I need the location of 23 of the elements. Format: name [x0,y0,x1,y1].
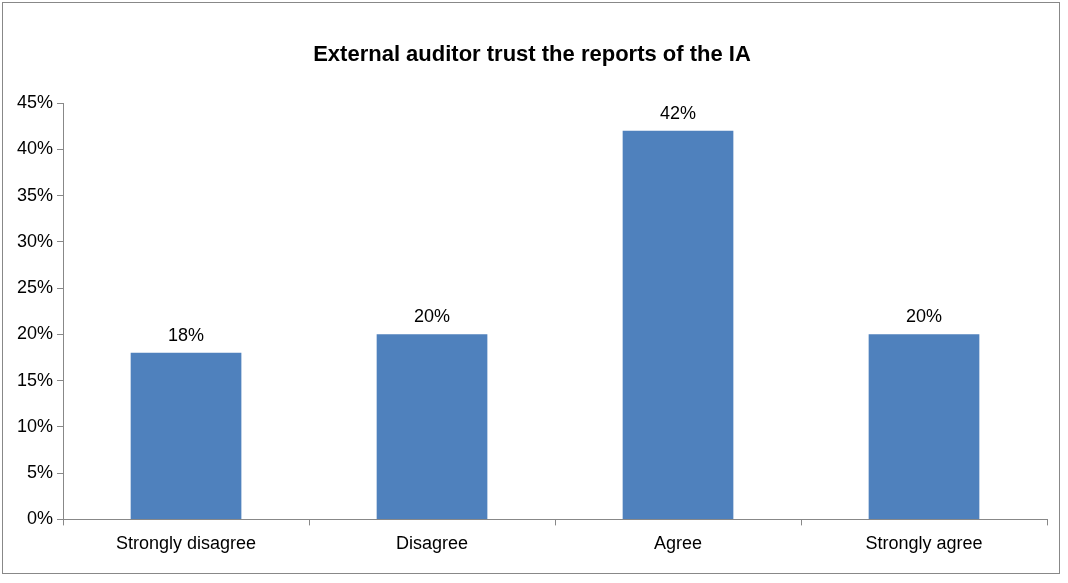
y-tick-label: 35% [17,184,54,205]
y-tick-label: 25% [17,277,54,298]
data-label: 18% [168,324,205,345]
y-tick-label: 30% [17,230,54,251]
x-tick-label: Strongly agree [865,533,983,554]
data-label: 20% [414,306,451,327]
x-tick-label: Disagree [395,533,469,554]
y-tick-label: 10% [17,415,54,436]
bar [130,352,242,519]
y-tick-label: 15% [17,369,54,390]
y-tick-label: 40% [17,138,54,159]
chart-title: External auditor trust the reports of the IA [312,41,752,67]
bar [868,334,980,519]
y-tick-label: 0% [27,508,54,529]
data-label: 42% [659,102,697,123]
bar [622,130,734,519]
x-tick-label: Agree [653,533,703,554]
y-tick-label: 45% [17,91,54,112]
y-tick-label: 20% [17,323,54,344]
x-tick-label: Strongly disagree [115,533,257,554]
data-label: 20% [905,306,943,327]
bar [376,334,488,519]
y-tick-label: 5% [27,462,54,483]
